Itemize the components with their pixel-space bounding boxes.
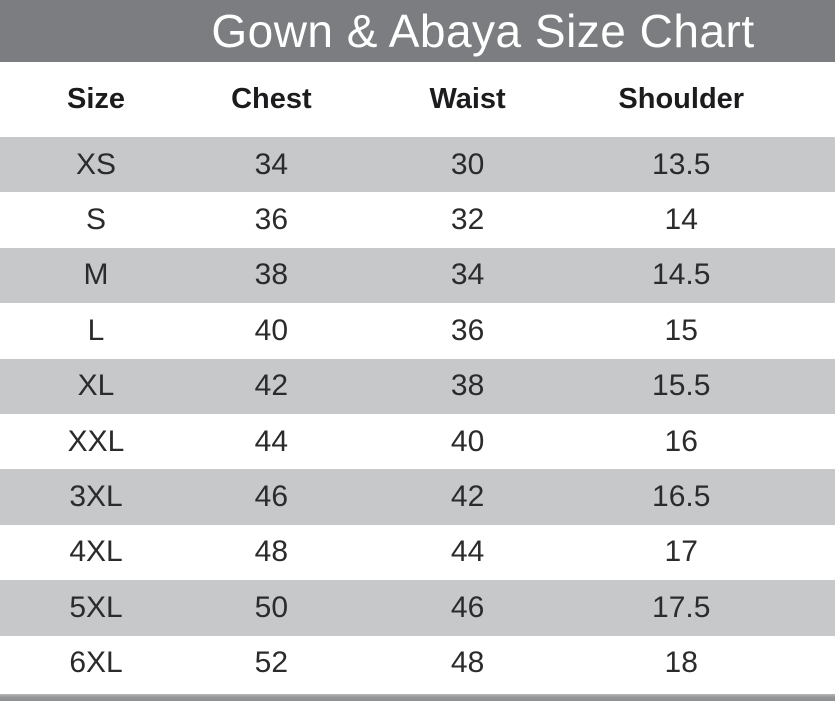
chest-cell: 44 [254,424,289,458]
chest-cell: 52 [254,646,289,680]
shoulder-cell: 14 [664,203,698,237]
size-cell: 6XL [69,646,123,680]
waist-cell: 36 [450,313,485,347]
page-title: Gown & Abaya Size Chart [211,5,755,57]
waist-cell: 30 [450,147,485,181]
shoulder-cell: 14.5 [652,258,711,292]
shoulder-cell: 17 [664,535,698,569]
waist-cell: 48 [450,646,485,680]
size-cell: XL [77,369,115,403]
size-cell: M [83,258,109,292]
shoulder-cell: 13.5 [652,147,711,181]
size-cell: S [86,203,107,237]
shoulder-cell: 15.5 [652,369,711,403]
table-row: XXL 44 40 16 [0,413,835,470]
column-header-shoulder: Shoulder [618,83,745,115]
waist-cell: 40 [450,424,485,458]
title-bar: Gown & Abaya Size Chart [0,0,835,62]
chest-cell: 34 [254,147,289,181]
chest-cell: 42 [254,369,289,403]
shoulder-cell: 16 [664,424,698,458]
shoulder-cell: 15 [664,313,698,347]
table-row: L 40 36 15 [0,303,835,359]
table-row: S 36 32 14 [0,192,835,248]
table-row: 6XL 52 48 18 [0,635,835,691]
waist-cell: 46 [450,590,485,624]
size-cell: XXL [67,424,125,458]
size-table-body: XS 34 30 13.5 S 36 32 14 M 38 34 14.5 L 40 36 15 XL 42 38 1… [0,137,835,691]
table-row: 5XL 50 46 17.5 [0,580,835,636]
waist-cell: 34 [450,258,485,292]
shoulder-cell: 18 [664,646,698,680]
size-cell: L [87,313,105,347]
waist-cell: 42 [450,480,485,514]
column-header-size: Size [67,83,126,115]
size-table: Size Chest Waist Shoulder XS 34 30 13.5 S 36 3… [0,62,835,691]
chest-cell: 48 [254,535,289,569]
chest-cell: 38 [254,258,289,292]
table-row: 4XL 48 44 17 [0,524,835,581]
waist-cell: 38 [450,369,485,403]
table-header-row: Size Chest Waist Shoulder [0,62,835,137]
footer-bar [0,694,835,701]
chest-cell: 36 [254,203,289,237]
size-cell: 5XL [69,590,123,624]
size-cell: 3XL [69,480,123,514]
table-row: 3XL 46 42 16.5 [0,469,835,525]
table-row: M 38 34 14.5 [0,247,835,304]
shoulder-cell: 17.5 [652,590,711,624]
size-cell: 4XL [69,535,123,569]
waist-cell: 32 [450,203,485,237]
table-row: XS 34 30 13.5 [0,137,835,193]
chest-cell: 40 [254,313,289,347]
waist-cell: 44 [450,535,485,569]
column-header-chest: Chest [231,83,312,115]
chest-cell: 46 [254,480,289,514]
chest-cell: 50 [254,590,289,624]
shoulder-cell: 16.5 [652,480,711,514]
size-cell: XS [76,147,117,181]
column-header-waist: Waist [429,83,506,115]
table-row: XL 42 38 15.5 [0,358,835,414]
